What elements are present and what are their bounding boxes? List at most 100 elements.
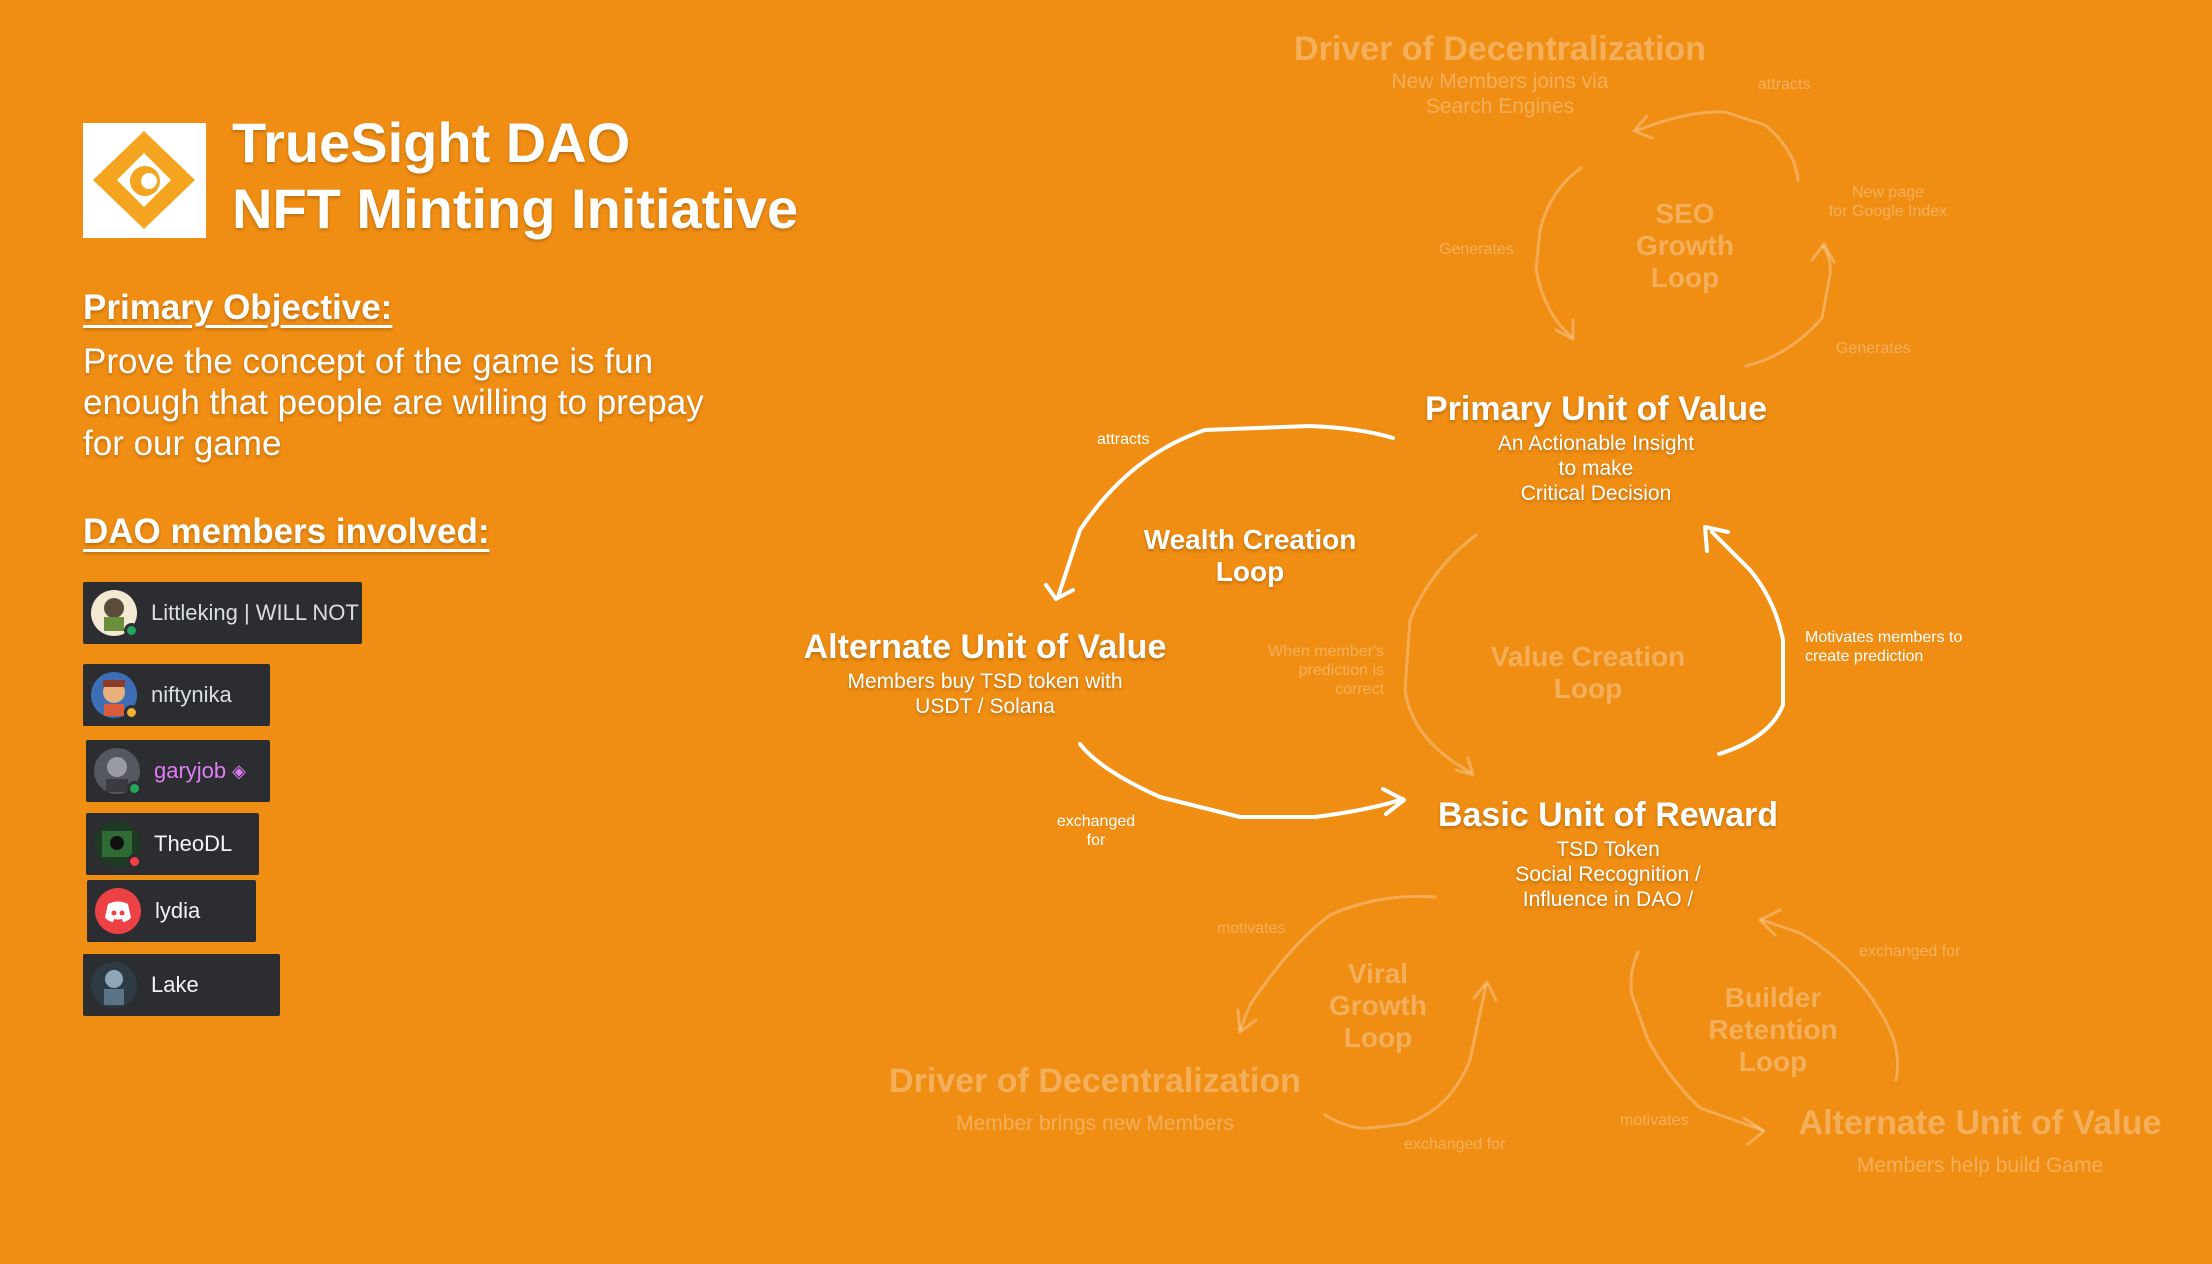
primary-objective-heading: Primary Objective: [83, 288, 393, 327]
basic-unit-sub2: Social Recognition / [1515, 863, 1701, 886]
member-name: Littleking | WILL NOT [151, 600, 359, 625]
member-card[interactable]: Lake [83, 954, 280, 1016]
seo-new-page-line1: New page [1851, 184, 1925, 201]
title-line-2: NFT Minting Initiative [232, 177, 799, 240]
wealth-creation-loop-label: Wealth Creation Loop [1100, 524, 1400, 588]
seo-growth-loop-label: SEO Growth Loop [1585, 198, 1785, 294]
seo-label-attracts: attracts [1758, 76, 1811, 93]
title-line-1: TrueSight DAO [232, 111, 631, 174]
builder-loop-line2: Retention [1708, 1014, 1838, 1045]
wealth-loop-line2: Loop [1215, 556, 1285, 587]
member-name: TheoDL [154, 831, 233, 856]
avatar [94, 748, 142, 796]
viral-label-exchanged-for: exchanged for [1404, 1136, 1506, 1153]
primary-unit-sub2: to make [1558, 457, 1634, 480]
value-loop-arrow [1403, 533, 1478, 777]
member-card[interactable]: lydia [87, 880, 256, 942]
main-loop-arrows [1044, 424, 1785, 819]
seo-driver-title: Driver of Decentralization [1294, 30, 1706, 68]
viral-loop-line2: Growth [1329, 990, 1427, 1021]
status-idle-icon [124, 705, 139, 720]
avatar [94, 821, 142, 869]
arrow-attracts [1056, 424, 1395, 599]
builder-retention-loop-label: Builder Retention Loop [1673, 982, 1873, 1078]
label-exchanged-for: exchanged for [1040, 812, 1152, 850]
builder-label-motivates: motivates [1620, 1112, 1689, 1129]
seo-driver-sub1: New Members joins via [1391, 70, 1609, 93]
viral-driver-title: Driver of Decentralization [889, 1062, 1301, 1100]
arrow-exchanged-for [1078, 742, 1405, 819]
seo-loop-arrows [1534, 110, 1836, 368]
page-title: TrueSight DAO NFT Minting Initiative [232, 110, 798, 242]
truesight-logo [83, 123, 206, 238]
alternate-unit-title: Alternate Unit of Value [803, 628, 1167, 666]
nitro-badge-icon: ◈ [232, 760, 246, 781]
viral-loop-line3: Loop [1343, 1022, 1413, 1053]
member-name: lydia [155, 898, 201, 923]
seo-loop-line1: SEO [1655, 198, 1715, 229]
value-loop-line2: Loop [1553, 673, 1623, 704]
dao-members-heading: DAO members involved: [83, 512, 490, 551]
builder-alt-node: Alternate Unit of Value Members help bui… [1730, 1104, 2212, 1178]
seo-driver-node: Driver of Decentralization New Members j… [1250, 30, 1750, 119]
primary-unit-title: Primary Unit of Value [1425, 390, 1767, 428]
status-dnd-icon [127, 854, 142, 869]
label-attracts: attracts [1097, 431, 1150, 448]
basic-unit-title: Basic Unit of Reward [1437, 796, 1779, 834]
label-when-correct: When member's prediction is correct [1244, 642, 1384, 699]
viral-growth-loop-label: Viral Growth Loop [1278, 958, 1478, 1054]
seo-label-new-page: New page for Google Index [1828, 183, 1948, 221]
builder-label-exchanged-for: exchanged for [1859, 943, 1961, 960]
arrow-motivates [1710, 530, 1785, 756]
arrowhead [1044, 583, 1075, 601]
primary-unit-node: Primary Unit of Value An Actionable Insi… [1396, 390, 1796, 506]
viral-label-motivates: motivates [1217, 920, 1286, 937]
seo-driver-sub2: Search Engines [1425, 95, 1575, 118]
seo-label-generates-right: Generates [1836, 340, 1911, 357]
avatar [91, 962, 137, 1008]
alternate-unit-sub1: Members buy TSD token with [847, 670, 1123, 693]
member-card[interactable]: Littleking | WILL NOT [83, 582, 362, 644]
builder-loop-line3: Loop [1738, 1046, 1808, 1077]
member-card[interactable]: niftynika [83, 664, 270, 726]
avatar [91, 590, 139, 638]
basic-unit-sub1: TSD Token [1556, 838, 1660, 861]
label-when-correct-line3: correct [1335, 681, 1384, 698]
member-card[interactable]: TheoDL [86, 813, 259, 875]
seo-loop-line3: Loop [1650, 262, 1720, 293]
label-motivates-line2: create prediction [1805, 648, 1924, 665]
seo-new-page-line2: for Google Index [1828, 203, 1948, 220]
label-motivates-line1: Motivates members to [1805, 629, 1963, 646]
alternate-unit-sub2: USDT / Solana [915, 695, 1055, 718]
builder-alt-title: Alternate Unit of Value [1798, 1104, 2162, 1142]
primary-unit-sub3: Critical Decision [1520, 482, 1672, 505]
member-name: Lake [151, 972, 199, 997]
value-loop-line1: Value Creation [1490, 641, 1686, 672]
alternate-unit-node: Alternate Unit of Value Members buy TSD … [785, 628, 1185, 719]
builder-alt-sub: Members help build Game [1856, 1154, 2104, 1177]
builder-loop-arrows [1629, 908, 1900, 1146]
basic-unit-node: Basic Unit of Reward TSD Token Social Re… [1408, 796, 1808, 912]
wealth-loop-line1: Wealth Creation [1143, 524, 1357, 555]
discord-icon [95, 888, 141, 934]
label-exchanged-line1: exchanged [1056, 813, 1136, 830]
member-name: niftynika [151, 682, 232, 707]
primary-unit-sub1: An Actionable Insight [1497, 432, 1695, 455]
arrowhead [1703, 525, 1730, 553]
member-card[interactable]: garyjob ◈ [86, 740, 270, 802]
avatar [91, 672, 139, 720]
status-online-icon [127, 781, 142, 796]
arrowhead [1381, 787, 1406, 816]
viral-driver-sub: Member brings new Members [956, 1112, 1234, 1135]
label-exchanged-line2: for [1086, 832, 1106, 849]
label-motivates-members: Motivates members to create prediction [1805, 628, 1962, 666]
status-online-icon [124, 623, 139, 638]
seo-loop-line2: Growth [1636, 230, 1734, 261]
builder-loop-line1: Builder [1724, 982, 1822, 1013]
basic-unit-sub3: Influence in DAO / [1522, 888, 1694, 911]
primary-objective-text: Prove the concept of the game is fun eno… [83, 342, 704, 463]
viral-driver-node: Driver of Decentralization Member brings… [845, 1062, 1345, 1136]
viral-loop-line1: Viral [1347, 958, 1409, 989]
value-creation-loop-label: Value Creation Loop [1438, 641, 1738, 705]
